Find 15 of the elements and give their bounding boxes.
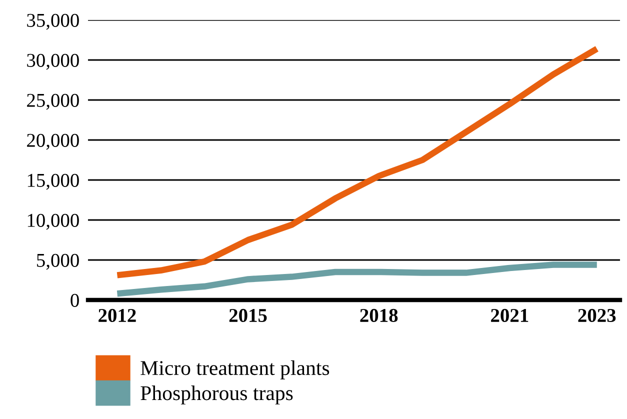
y-tick-label: 15,000 [28,174,79,190]
y-tick-label: 25,000 [27,94,79,110]
x-tick-label: 2023 [578,308,616,322]
legend-label: Phosphorous traps [140,386,293,404]
x-tick-label: 2012 [98,308,136,322]
y-tick-label: 0 [70,294,79,307]
x-tick-label: 2018 [360,308,398,322]
x-tick-label: 2015 [229,308,267,322]
y-tick-label: 30,000 [27,54,79,70]
y-tick-label: 5,000 [37,254,79,270]
x-tick-label: 2021 [491,308,528,322]
y-tick-label: 20,000 [27,134,79,150]
y-tick-label: 35,000 [27,14,79,30]
legend-label: Micro treatment plants [140,360,330,380]
y-tick-label: 10,000 [28,214,79,230]
